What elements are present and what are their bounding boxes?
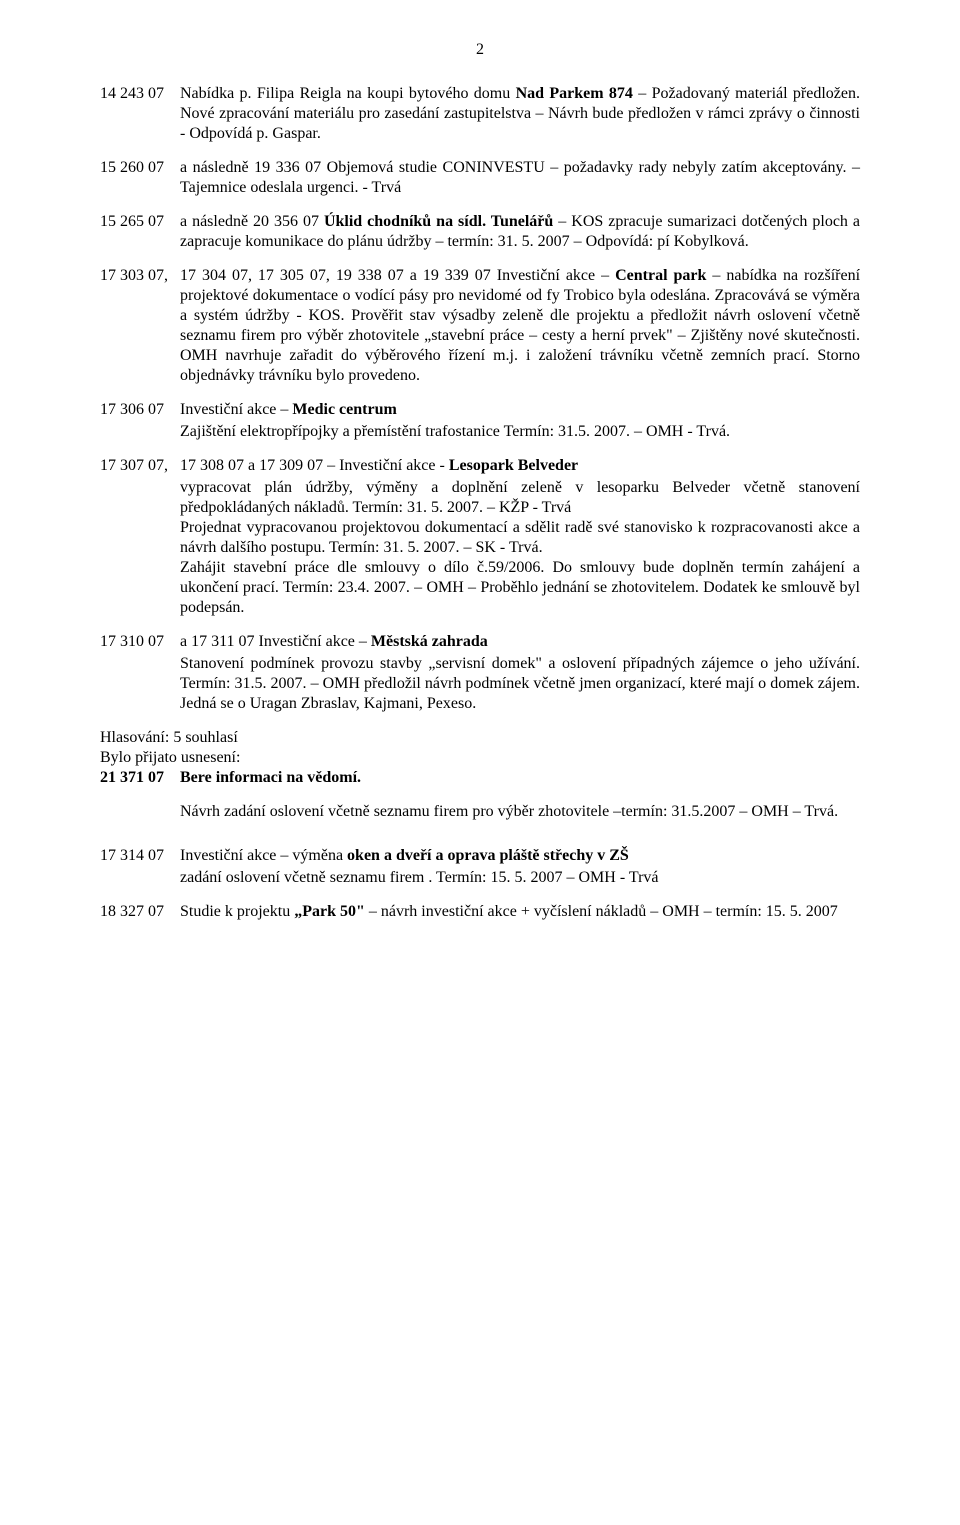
document-entry: 17 307 07,17 308 07 a 17 309 07 – Invest… bbox=[100, 456, 860, 618]
entry-body: Studie k projektu „Park 50" – návrh inve… bbox=[180, 902, 860, 922]
entry-code: 15 260 07 bbox=[100, 158, 180, 178]
document-entry: 15 265 07a následně 20 356 07 Úklid chod… bbox=[100, 212, 860, 252]
entry-body: Nabídka p. Filipa Reigla na koupi bytové… bbox=[180, 84, 860, 144]
entry-sub: vypracovat plán údržby, výměny a doplněn… bbox=[180, 478, 860, 618]
entry-code: 17 314 07 bbox=[100, 846, 180, 866]
entry-code: 17 303 07, bbox=[100, 266, 180, 286]
vote-line: Hlasování: 5 souhlasí bbox=[100, 728, 860, 748]
entry-body: a následně 19 336 07 Objemová studie CON… bbox=[180, 158, 860, 198]
document-entry: 17 310 07 a 17 311 07 Investiční akce – … bbox=[100, 632, 860, 714]
document-entry: 17 306 07Investiční akce – Medic centrum… bbox=[100, 400, 860, 442]
entry-body: Investiční akce – Medic centrum bbox=[180, 400, 860, 420]
entry-code: 17 306 07 bbox=[100, 400, 180, 420]
document-entry: 15 260 07a následně 19 336 07 Objemová s… bbox=[100, 158, 860, 198]
entry-code: 17 310 07 bbox=[100, 632, 180, 652]
adopted-line: Bylo přijato usnesení: bbox=[100, 748, 860, 768]
resolution-sub: Návrh zadání oslovení včetně seznamu fir… bbox=[180, 802, 860, 822]
document-entry: 14 243 07Nabídka p. Filipa Reigla na kou… bbox=[100, 84, 860, 144]
entry-code: 18 327 07 bbox=[100, 902, 180, 922]
entry-sub: Stanovení podmínek provozu stavby „servi… bbox=[180, 654, 860, 714]
entry-code: 14 243 07 bbox=[100, 84, 180, 104]
document-entry: 17 303 07,17 304 07, 17 305 07, 19 338 0… bbox=[100, 266, 860, 386]
entry-body: a následně 20 356 07 Úklid chodníků na s… bbox=[180, 212, 860, 252]
resolution-body: Bere informaci na vědomí. bbox=[180, 768, 860, 788]
entry-body: a 17 311 07 Investiční akce – Městská za… bbox=[180, 632, 860, 652]
entry-sub: zadání oslovení včetně seznamu firem . T… bbox=[180, 868, 860, 888]
entry-code: 15 265 07 bbox=[100, 212, 180, 232]
entry-body: 17 304 07, 17 305 07, 19 338 07 a 19 339… bbox=[180, 266, 860, 386]
entry-body: Investiční akce – výměna oken a dveří a … bbox=[180, 846, 860, 866]
entry-code: 17 307 07, bbox=[100, 456, 180, 476]
page-number: 2 bbox=[100, 40, 860, 60]
resolution-entry: 21 371 07 Bere informaci na vědomí. Návr… bbox=[100, 768, 860, 822]
document-entry: 17 314 07Investiční akce – výměna oken a… bbox=[100, 846, 860, 888]
document-entry: 18 327 07Studie k projektu „Park 50" – n… bbox=[100, 902, 860, 922]
entry-sub: Zajištění elektropřípojky a přemístění t… bbox=[180, 422, 860, 442]
resolution-code: 21 371 07 bbox=[100, 768, 180, 788]
entry-body: 17 308 07 a 17 309 07 – Investiční akce … bbox=[180, 456, 860, 476]
